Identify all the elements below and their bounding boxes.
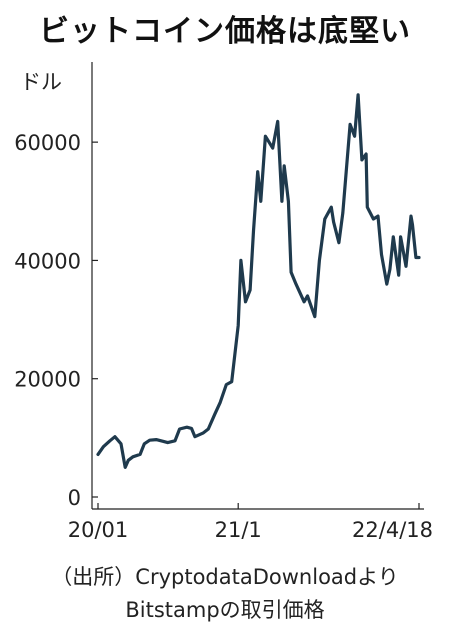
x-tick-label: 22/4/18 [352,518,433,542]
y-tick-label: 40000 [14,249,81,273]
chart-axes [91,62,424,510]
x-axis-ticks: 20/01 21/1 22/4/18 [68,503,433,542]
y-tick-label: 20000 [14,368,81,392]
source-note-line1: （出所）CryptodataDownloadより [51,565,399,589]
source-note-line2: Bitstampの取引価格 [125,598,325,622]
y-tick-label: 60000 [14,131,81,155]
price-series-line [96,93,421,469]
x-tick-label: 20/01 [68,518,129,542]
x-tick-label: 21/1 [215,518,262,542]
plot-area [96,93,421,469]
y-axis-unit-label: ドル [20,70,62,94]
y-axis-ticks: 0 20000 40000 60000 [14,131,98,510]
y-tick-label: 0 [68,486,81,510]
chart-title: ビットコイン価格は底堅い [39,14,411,49]
